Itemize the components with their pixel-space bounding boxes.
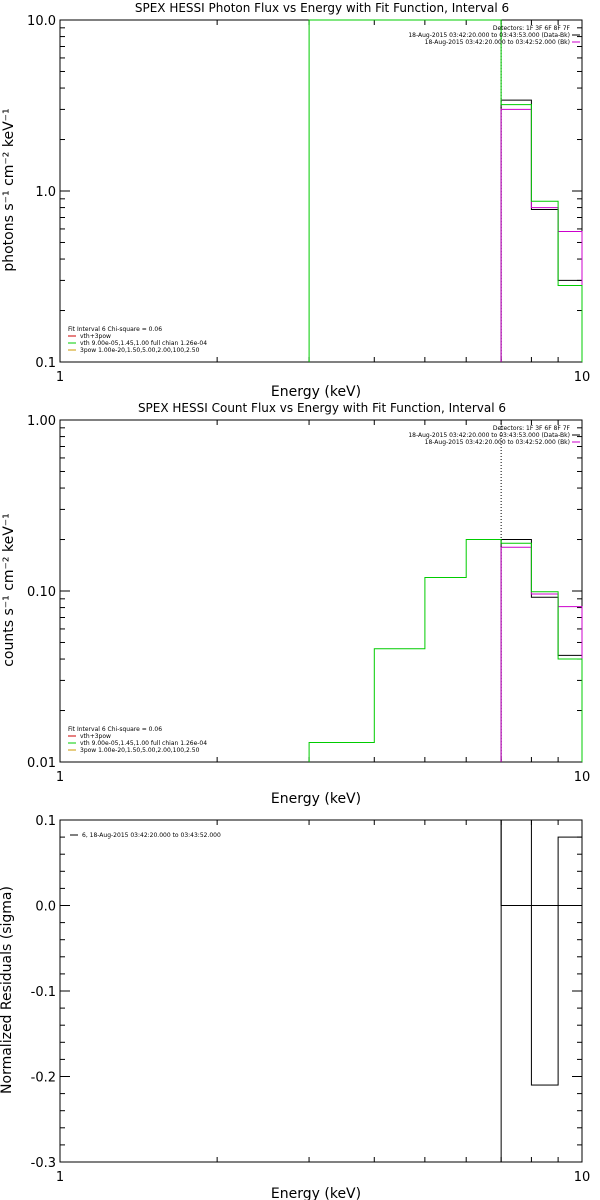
y-tick-label: 0.01 — [27, 756, 56, 771]
y-tick-label: 0.0 — [35, 900, 56, 915]
x-tick-label: 1 — [56, 1170, 64, 1185]
panel2-title: SPEX HESSI Count Flux vs Energy with Fit… — [138, 401, 506, 415]
residuals-panel: 1 10 0.1 0.0 -0.1 -0.2 -0.3 6, 18-Aug-2015 03:… — [0, 814, 590, 1200]
panel1-legend-top-right: Detectors: 1F 3F 6F 8F 7F 18-Aug-2015 03… — [408, 25, 580, 46]
legend-vth: vth 9.00e-05,1.45,1.00 full chian 1.26e-… — [80, 740, 207, 747]
panel2-legend-bottom-left: Fit Interval 6 Chi-square = 0.06 vth+3po… — [68, 726, 207, 754]
series-model-line — [308, 19, 583, 362]
panel2-frame — [59, 419, 583, 763]
panel1-xlabel: Energy (keV) — [271, 384, 361, 400]
panel3-ylabel: Normalized Residuals (sigma) — [0, 886, 15, 1094]
legend-detectors: Detectors: 1F 3F 6F 8F 7F — [493, 25, 571, 32]
legend-bk-interval: 18-Aug-2015 03:42:20.000 to 03:42:52.000… — [425, 39, 570, 46]
y-tick-label: 1.0 — [35, 185, 56, 200]
series-model-line — [308, 539, 583, 762]
legend-model-name: vth+3pow — [80, 333, 111, 340]
panel3-axis-ticks: 1 10 0.1 0.0 -0.1 -0.2 -0.3 — [31, 814, 591, 1185]
x-tick-label: 10 — [574, 1170, 591, 1185]
panel1-ylabel: photons s⁻¹ cm⁻² keV⁻¹ — [1, 108, 17, 271]
y-tick-label: 0.10 — [27, 585, 56, 600]
count-flux-panel: SPEX HESSI Count Flux vs Energy with Fit… — [1, 401, 590, 807]
residual-bar — [557, 836, 583, 906]
x-tick-label: 10 — [574, 370, 591, 385]
legend-detectors: Detectors: 1F 3F 6F 8F 7F — [493, 425, 571, 432]
legend-model-name: vth+3pow — [80, 733, 111, 740]
legend-3pow: 3pow 1.00e-20,1.50,5.00,2.00,100,2.50 — [80, 747, 200, 754]
panel2-ylabel: counts s⁻¹ cm⁻² keV⁻¹ — [1, 513, 17, 667]
x-tick-label: 10 — [574, 770, 591, 785]
legend-3pow: 3pow 1.00e-20,1.50,5.00,2.00,100,2.50 — [80, 347, 200, 354]
series-data-line — [500, 99, 583, 362]
panel2-axis-ticks: 1 10 0.01 0.10 1.00 — [27, 414, 590, 785]
panel3-xlabel: Energy (keV) — [271, 1186, 361, 1200]
x-tick-label: 1 — [56, 370, 64, 385]
legend-bk-interval: 18-Aug-2015 03:42:20.000 to 03:42:52.000… — [425, 439, 570, 446]
legend-data-interval: 18-Aug-2015 03:42:20.000 to 03:43:53.000… — [408, 32, 570, 39]
legend-data-interval: 18-Aug-2015 03:42:20.000 to 03:43:53.000… — [408, 432, 570, 439]
legend-fit-interval: Fit Interval 6 Chi-square = 0.06 — [68, 326, 162, 333]
legend-vth: vth 9.00e-05,1.45,1.00 full chian 1.26e-… — [80, 340, 207, 347]
y-tick-label: -0.1 — [31, 985, 56, 1000]
panel2-series — [308, 420, 583, 762]
photon-flux-panel: SPEX HESSI Photon Flux vs Energy with Fi… — [1, 1, 590, 400]
series-bk-line — [500, 546, 583, 762]
residual-bar — [500, 819, 532, 906]
panel1-legend-bottom-left: Fit Interval 6 Chi-square = 0.06 vth+3po… — [68, 326, 207, 354]
panel1-frame — [59, 19, 583, 363]
residual-bar — [530, 905, 559, 1086]
panel3-residual-bars — [500, 819, 583, 1162]
y-tick-label: -0.3 — [31, 1156, 56, 1171]
panel3-frame — [59, 819, 583, 1163]
panel1-title: SPEX HESSI Photon Flux vs Energy with Fi… — [135, 1, 509, 15]
legend-fit-interval: Fit Interval 6 Chi-square = 0.06 — [68, 726, 162, 733]
y-tick-label: 10.0 — [27, 14, 56, 29]
panel2-legend-top-right: Detectors: 1F 3F 6F 8F 7F 18-Aug-2015 03… — [408, 425, 580, 446]
y-tick-label: -0.2 — [31, 1071, 56, 1086]
panel3-legend: 6, 18-Aug-2015 03:42:20.000 to 03:43:52.… — [82, 832, 221, 839]
y-tick-label: 0.1 — [35, 356, 56, 371]
y-tick-label: 0.1 — [35, 814, 56, 829]
series-data-line — [500, 539, 583, 762]
panel2-xlabel: Energy (keV) — [271, 791, 361, 807]
panel1-series — [308, 19, 583, 362]
y-tick-label: 1.00 — [27, 414, 56, 429]
x-tick-label: 1 — [56, 770, 64, 785]
series-bk-line — [500, 108, 583, 362]
